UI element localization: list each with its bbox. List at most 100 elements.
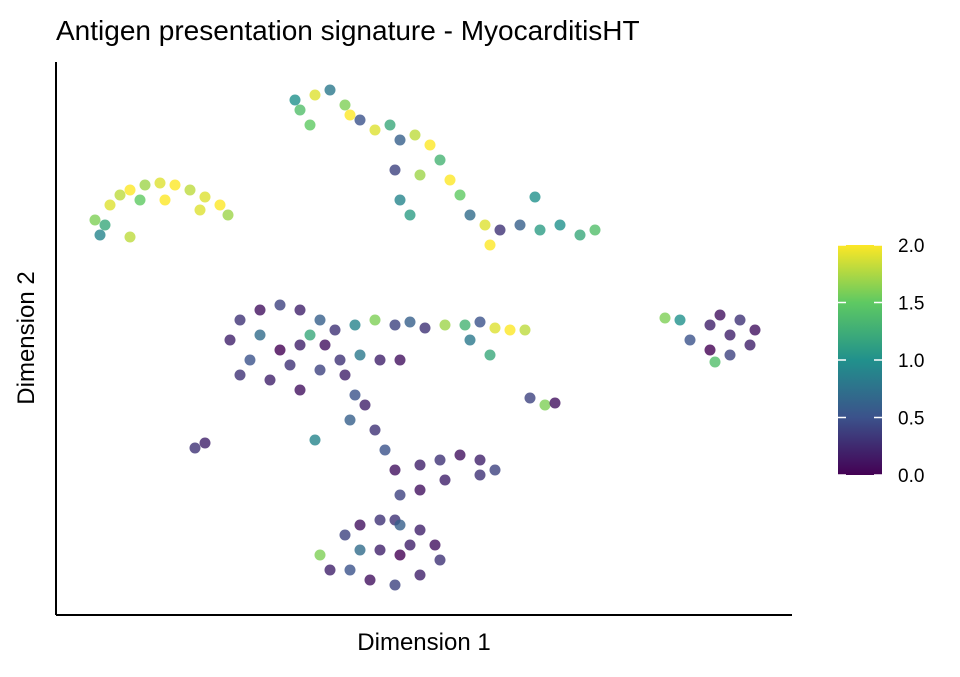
cell-point: [314, 314, 326, 326]
cell-point: [199, 191, 211, 203]
cell-point: [519, 324, 531, 336]
cell-point: [324, 564, 336, 576]
cell-point: [354, 349, 366, 361]
cell-point: [89, 214, 101, 226]
cell-point: [394, 519, 406, 531]
cell-point: [364, 574, 376, 586]
cell-point: [374, 544, 386, 556]
cell-point: [514, 219, 526, 231]
y-axis-label: Dimension 2: [13, 271, 40, 404]
cell-point: [484, 349, 496, 361]
cell-point: [504, 324, 516, 336]
cell-point: [222, 209, 234, 221]
cell-point: [254, 329, 266, 341]
cell-point: [309, 434, 321, 446]
cell-point: [394, 549, 406, 561]
cell-point: [724, 329, 736, 341]
cell-point: [394, 489, 406, 501]
cell-point: [234, 314, 246, 326]
cell-point: [199, 437, 211, 449]
cell-point: [529, 191, 541, 203]
colorbar-tick-label: 1.0: [898, 351, 924, 372]
cell-point: [414, 569, 426, 581]
cell-point: [159, 194, 171, 206]
cell-point: [344, 564, 356, 576]
cell-point: [349, 389, 361, 401]
cell-point: [389, 164, 401, 176]
cell-point: [284, 359, 296, 371]
cell-point: [434, 554, 446, 566]
colorbar-tick-label: 2.0: [898, 236, 924, 257]
cell-point: [384, 119, 396, 131]
cell-point: [329, 324, 341, 336]
cell-point: [574, 229, 586, 241]
cell-point: [404, 316, 416, 328]
cell-point: [414, 484, 426, 496]
cell-point: [369, 124, 381, 136]
cell-point: [274, 299, 286, 311]
cell-point: [724, 349, 736, 361]
cell-point: [589, 224, 601, 236]
cell-point: [434, 154, 446, 166]
cell-point: [314, 549, 326, 561]
cell-point: [274, 344, 286, 356]
cell-point: [304, 119, 316, 131]
cell-point: [354, 114, 366, 126]
cell-point: [459, 319, 471, 331]
cell-point: [114, 189, 126, 201]
cell-point: [344, 414, 356, 426]
cell-point: [389, 579, 401, 591]
cell-point: [99, 219, 111, 231]
x-axis-label: Dimension 1: [357, 629, 490, 656]
cell-point: [124, 184, 136, 196]
cell-point: [494, 224, 506, 236]
cell-point: [554, 219, 566, 231]
cell-point: [184, 184, 196, 196]
cell-point: [684, 334, 696, 346]
cell-point: [294, 104, 306, 116]
cell-point: [304, 329, 316, 341]
cell-point: [389, 464, 401, 476]
cell-point: [464, 334, 476, 346]
cell-point: [394, 194, 406, 206]
cell-point: [419, 322, 431, 334]
cell-point: [394, 134, 406, 146]
cell-point: [94, 229, 106, 241]
cell-point: [344, 109, 356, 121]
cell-point: [294, 339, 306, 351]
cell-point: [709, 356, 721, 368]
cell-point: [404, 209, 416, 221]
cell-point: [214, 199, 226, 211]
cell-point: [339, 529, 351, 541]
colorbar-tick-label: 0.5: [898, 409, 924, 430]
cell-point: [369, 314, 381, 326]
cell-point: [464, 209, 476, 221]
cell-point: [734, 314, 746, 326]
cell-point: [139, 179, 151, 191]
cell-point: [704, 319, 716, 331]
cell-point: [659, 312, 671, 324]
cell-point: [319, 339, 331, 351]
cell-point: [294, 384, 306, 396]
cell-point: [524, 392, 536, 404]
cell-point: [434, 454, 446, 466]
cell-point: [154, 177, 166, 189]
cell-point: [374, 514, 386, 526]
cell-point: [474, 454, 486, 466]
cell-point: [414, 524, 426, 536]
cell-point: [414, 459, 426, 471]
cell-point: [244, 354, 256, 366]
cell-point: [424, 139, 436, 151]
cell-point: [194, 204, 206, 216]
cell-point: [454, 449, 466, 461]
cell-point: [674, 314, 686, 326]
cell-point: [704, 344, 716, 356]
cell-point: [294, 304, 306, 316]
cell-point: [324, 84, 336, 96]
cell-point: [339, 369, 351, 381]
cell-point: [539, 399, 551, 411]
cell-point: [339, 99, 351, 111]
cell-point: [169, 179, 181, 191]
colorbar-tick-label: 1.5: [898, 294, 924, 315]
